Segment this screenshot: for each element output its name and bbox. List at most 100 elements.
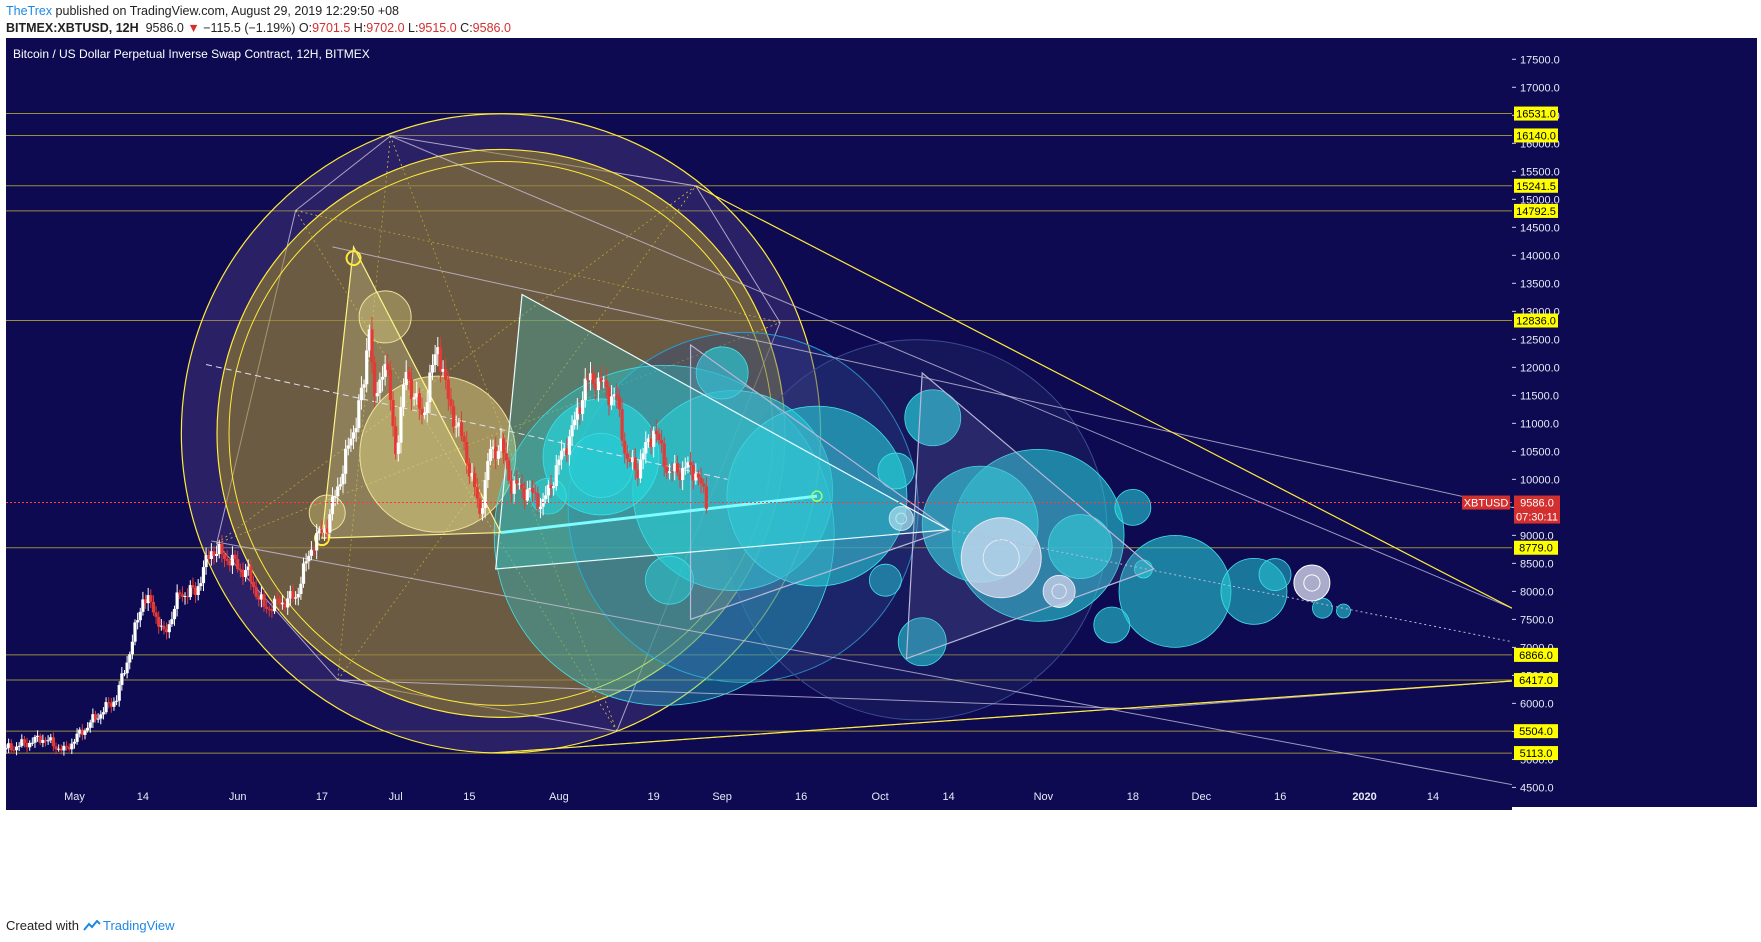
candle-body bbox=[286, 598, 290, 608]
candle-body bbox=[254, 586, 258, 597]
level-label: 6866.0 bbox=[1519, 650, 1553, 662]
wedge-2 bbox=[689, 343, 950, 621]
y-tick-label: 14500.0 bbox=[1520, 222, 1560, 234]
candle-body bbox=[562, 448, 566, 451]
x-tick-label: 15 bbox=[463, 791, 475, 803]
candle-body bbox=[241, 569, 245, 577]
candle-body bbox=[246, 566, 250, 571]
candle-body bbox=[146, 595, 150, 604]
y-tick-label: 4500.0 bbox=[1520, 782, 1554, 794]
candle-body bbox=[467, 463, 471, 477]
candle-body bbox=[517, 483, 522, 485]
candle-body bbox=[559, 450, 564, 460]
candle-body bbox=[215, 554, 219, 556]
candle-body bbox=[357, 400, 361, 429]
candle-body bbox=[659, 440, 664, 444]
open-label: O: bbox=[298, 21, 313, 35]
candle-body bbox=[602, 380, 606, 382]
candle-body bbox=[623, 440, 627, 454]
candle-body bbox=[620, 409, 624, 441]
candle-body bbox=[557, 459, 561, 466]
candle-body bbox=[299, 583, 303, 594]
ohlc-legend: BITMEX:XBTUSD, 12H 9586.0 ▼ −115.5 (−1.1… bbox=[6, 21, 511, 35]
cyan-bubble bbox=[1114, 488, 1152, 526]
candle-body bbox=[641, 453, 645, 460]
candle-body bbox=[507, 460, 511, 481]
chart-title: Bitcoin / US Dollar Perpetual Inverse Sw… bbox=[13, 47, 370, 61]
candle-body bbox=[615, 394, 619, 397]
candle-body bbox=[475, 487, 479, 499]
dotted-line bbox=[948, 529, 1512, 643]
y-tick-label: 10000.0 bbox=[1520, 474, 1560, 486]
candle-body bbox=[178, 592, 182, 595]
footer: Created with TradingView bbox=[6, 918, 175, 933]
candle-body bbox=[470, 472, 474, 477]
candle-body bbox=[394, 426, 398, 454]
cyan-trend-line bbox=[500, 494, 818, 535]
y-tick-label: 14000.0 bbox=[1520, 250, 1560, 262]
candle-body bbox=[12, 750, 16, 752]
author-name[interactable]: TheTrex bbox=[6, 4, 53, 18]
candle-body bbox=[686, 462, 690, 468]
level-label-box bbox=[1514, 203, 1558, 218]
candle-body bbox=[591, 373, 595, 385]
symbol-label: BITMEX:XBTUSD, 12H bbox=[6, 21, 139, 35]
candle-body bbox=[170, 619, 174, 625]
candle-body bbox=[109, 703, 113, 707]
candle-body bbox=[86, 727, 90, 731]
candle-body bbox=[262, 594, 266, 607]
candle-body bbox=[681, 468, 685, 481]
down-arrow-icon: ▼ bbox=[187, 21, 200, 35]
candle-body bbox=[154, 612, 158, 617]
white-bubble bbox=[960, 517, 1042, 599]
candle-body bbox=[67, 746, 71, 750]
x-tick-label: 17 bbox=[316, 791, 328, 803]
candle-body bbox=[138, 611, 142, 621]
candle-body bbox=[599, 377, 603, 382]
candle-body bbox=[699, 477, 703, 484]
candle-body bbox=[35, 735, 40, 737]
candle-body bbox=[578, 407, 582, 414]
candle-body bbox=[122, 673, 127, 675]
tradingview-link[interactable]: TradingView bbox=[102, 918, 175, 933]
cyan-bubble bbox=[1118, 534, 1232, 648]
candle-body bbox=[70, 743, 74, 750]
candle-body bbox=[370, 329, 374, 363]
candle-body bbox=[228, 560, 232, 566]
candle-body bbox=[359, 387, 364, 401]
y-tick-label: 13500.0 bbox=[1520, 278, 1560, 290]
candle-body bbox=[509, 480, 514, 494]
candle-body bbox=[151, 601, 156, 613]
candle-body bbox=[491, 446, 495, 449]
candle-body bbox=[415, 393, 419, 398]
candle-body bbox=[441, 368, 445, 372]
candle-body bbox=[478, 498, 482, 514]
candle-body bbox=[678, 472, 682, 481]
candle-body bbox=[486, 460, 490, 480]
created-with-label: Created with bbox=[6, 918, 79, 933]
candle-body bbox=[649, 438, 653, 447]
candle-body bbox=[272, 598, 277, 612]
candle-body bbox=[288, 591, 292, 599]
candle-body bbox=[280, 602, 285, 605]
candle-body bbox=[236, 559, 240, 570]
level-label-box bbox=[1514, 106, 1558, 121]
candle-body bbox=[230, 554, 235, 566]
candle-body bbox=[523, 488, 527, 501]
candle-body bbox=[612, 394, 616, 397]
candle-body bbox=[112, 701, 116, 707]
candle-body bbox=[549, 484, 553, 489]
candle-body bbox=[512, 480, 516, 494]
candle-body bbox=[141, 599, 145, 612]
candle-body bbox=[367, 329, 371, 351]
last-price-label: 9586.0 bbox=[145, 21, 184, 35]
candle-body bbox=[125, 662, 129, 674]
symbol-badge-label: XBTUSD bbox=[1464, 498, 1509, 510]
candle-body bbox=[375, 393, 379, 397]
candle-body bbox=[473, 472, 477, 488]
candle-body bbox=[322, 528, 327, 533]
x-tick-label: Jun bbox=[229, 791, 247, 803]
candle-body bbox=[594, 384, 598, 391]
pivot-marker bbox=[811, 490, 823, 502]
